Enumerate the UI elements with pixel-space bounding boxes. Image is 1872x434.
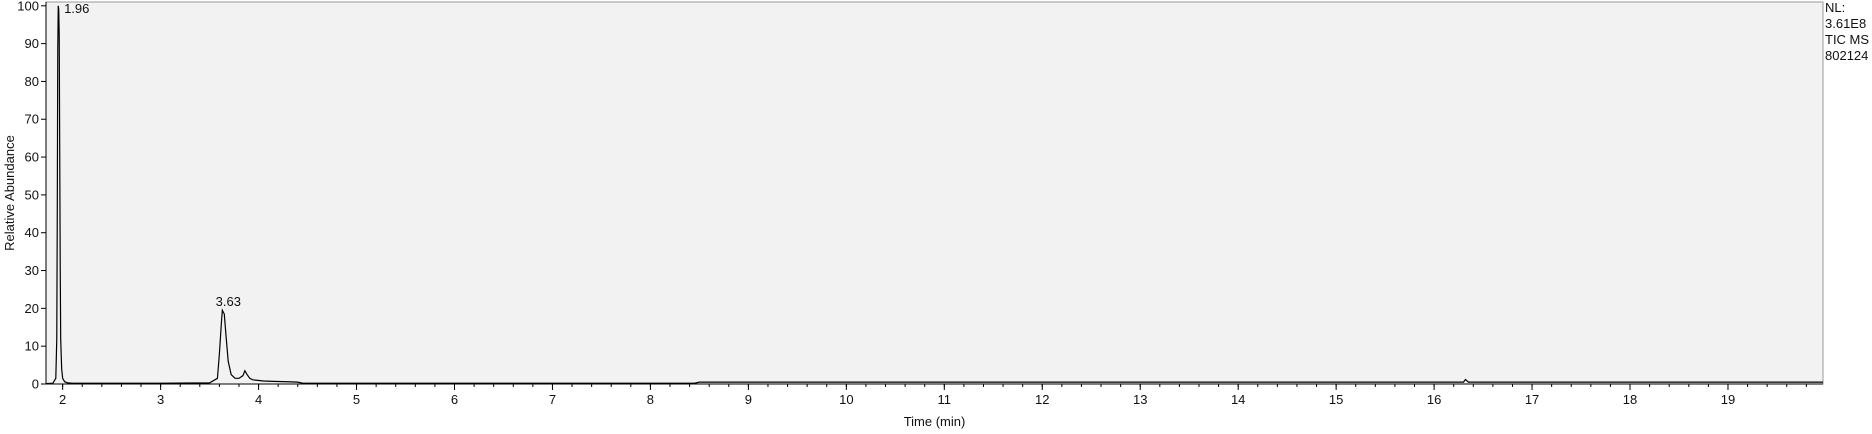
y-axis: 0 10 20 30 40 50 60 70 80 90 100 — [17, 0, 47, 392]
peak-label: 3.63 — [216, 294, 241, 309]
x-tick-label: 14 — [1231, 392, 1245, 407]
plot-area — [45, 1, 1824, 385]
x-tick-label: 9 — [745, 392, 752, 407]
y-tick-label: 70 — [25, 112, 39, 127]
y-tick-label: 40 — [25, 225, 39, 240]
scan-info-line: NL: — [1825, 0, 1845, 15]
x-tick-label: 7 — [549, 392, 556, 407]
x-tick-label: 16 — [1427, 392, 1441, 407]
y-tick-label: 20 — [25, 301, 39, 316]
scan-info-line: TIC MS — [1825, 32, 1869, 47]
x-tick-label: 17 — [1525, 392, 1539, 407]
y-tick-label: 0 — [32, 377, 39, 392]
peak-labels: 1.96 3.63 — [64, 1, 241, 309]
tic-trace-line — [45, 5, 1823, 385]
x-tick-label: 11 — [938, 392, 952, 407]
x-tick-label: 19 — [1721, 392, 1735, 407]
y-tick-label: 50 — [25, 187, 39, 202]
x-tick-label: 2 — [59, 392, 66, 407]
y-tick-label: 10 — [25, 339, 39, 354]
x-tick-label: 18 — [1623, 392, 1637, 407]
y-tick-label: 80 — [25, 74, 39, 89]
x-tick-label: 15 — [1329, 392, 1343, 407]
y-tick-label: 100 — [17, 0, 39, 13]
peak-label: 1.96 — [64, 1, 89, 16]
y-tick-label: 60 — [25, 150, 39, 165]
x-tick-label: 5 — [353, 392, 360, 407]
y-axis-title: Relative Abundance — [2, 135, 17, 251]
x-tick-label: 6 — [451, 392, 458, 407]
x-axis: 2 3 4 5 6 7 8 9 10 11 12 13 14 15 16 17 18 19 — [46, 383, 1823, 407]
scan-info-line: 3.61E8 — [1825, 16, 1866, 31]
y-tick-label: 30 — [25, 263, 39, 278]
x-tick-label: 4 — [255, 392, 262, 407]
x-tick-label: 12 — [1035, 392, 1049, 407]
x-tick-label: 3 — [157, 392, 164, 407]
x-tick-label: 13 — [1133, 392, 1147, 407]
x-axis-title: Time (min) — [904, 414, 966, 429]
x-tick-label: 10 — [839, 392, 853, 407]
y-tick-label: 90 — [25, 36, 39, 51]
x-tick-label: 8 — [647, 392, 654, 407]
scan-info-line: 802124 — [1825, 48, 1868, 63]
